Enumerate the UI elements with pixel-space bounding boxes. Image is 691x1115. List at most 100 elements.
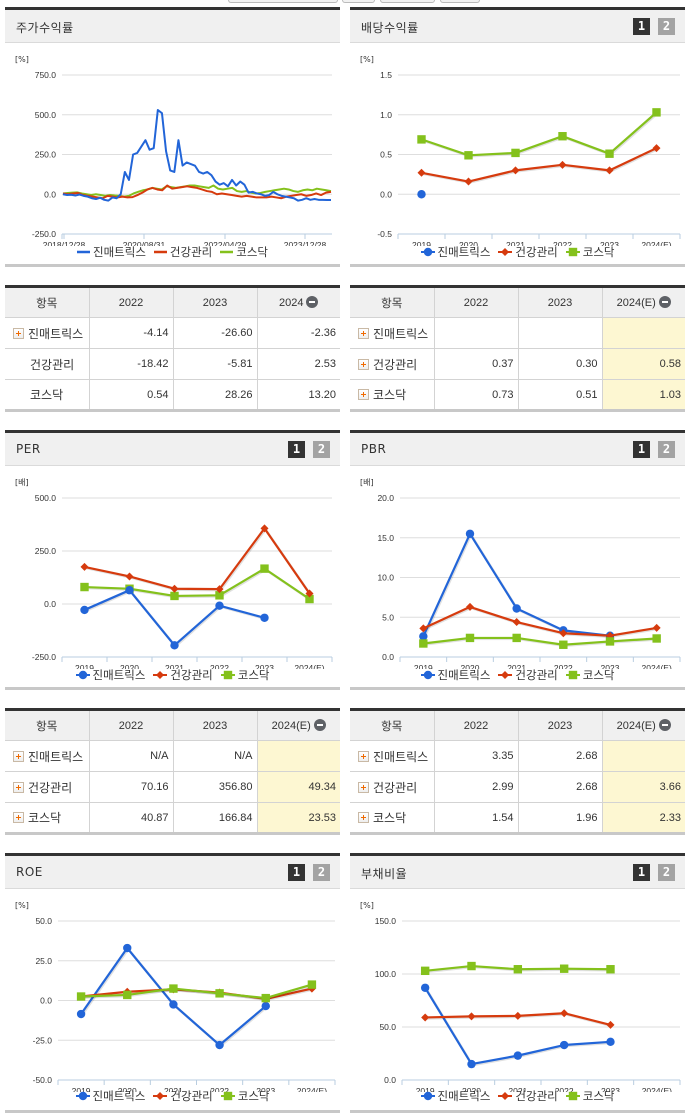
legend-item[interactable]: 코스닥 [220,1088,270,1104]
expand-icon[interactable] [358,389,369,400]
legend-square-icon [565,1091,580,1101]
legend-item[interactable]: 건강관리 [153,667,213,683]
svg-text:2020: 2020 [462,1086,481,1092]
collapse-icon[interactable] [313,719,326,731]
collapse-icon[interactable] [306,296,319,308]
panel-title: 배당수익률 [361,21,419,35]
top-tab[interactable] [228,0,338,3]
legend-item[interactable]: 건강관리 [498,1088,558,1104]
view-1-button[interactable]: 1 [633,18,650,35]
legend-item[interactable]: 진매트릭스 [420,244,490,260]
svg-text:0.0: 0.0 [44,189,56,199]
panel-bottom-border [5,1110,340,1113]
row-label: 건강관리 [5,771,90,803]
legend-item[interactable]: 건강관리 [498,667,558,683]
col-header-2024e: 2024(E) [602,286,685,318]
cell-value: 2.68 [518,771,603,803]
col-header-2022: 2022 [434,286,519,318]
svg-text:2023: 2023 [256,1086,275,1092]
legend-item[interactable]: 건강관리 [153,1088,213,1104]
pbr-chart: [배]20.0 15.0 10.0 5.0 0.0 2019 2020 2021 2022 202… [360,478,681,669]
col-header-item: 항목 [350,286,435,318]
legend-item[interactable]: 코스닥 [565,1088,614,1104]
view-2-button[interactable]: 2 [658,864,675,881]
view-1-button[interactable]: 1 [288,864,305,881]
view-2-button[interactable]: 2 [313,441,330,458]
roe-chart: [%] 50.0 25.0 0.0 -25.0 -50.0 2019 2020 2021 2022… [15,901,336,1092]
row-name: 코스닥 [373,388,407,402]
per-panel: PER 1 2 [배] 500.0 250.0 0.0 -250.0 2019 2020 20… [5,430,340,690]
collapse-icon[interactable] [658,719,671,731]
view-2-button[interactable]: 2 [313,864,330,881]
legend-item[interactable]: 진매트릭스 [75,1088,145,1104]
expand-icon[interactable] [358,750,369,762]
chart-legend: 진매트릭스 건강관리 코스닥 [5,667,340,683]
panel-bottom-border [350,264,685,267]
panel-bottom-border [350,687,685,690]
view-toggle: 1 2 [633,441,675,458]
view-1-button[interactable]: 1 [288,441,305,458]
cell-value: 0.51 [518,379,603,411]
legend-diamond-icon [498,248,513,256]
svg-text:2024(E): 2024(E) [297,1086,327,1092]
chart-legend: 진매트릭스 건강관리 코스닥 [5,1088,340,1104]
expand-icon[interactable] [13,781,24,793]
expand-icon[interactable] [13,812,24,823]
legend-item[interactable]: 진매트릭스 [75,667,145,683]
svg-text:2022: 2022 [554,663,573,669]
collapse-icon[interactable] [658,296,671,308]
legend-item[interactable]: 진매트릭스 [420,667,490,683]
cell-value: -4.14 [89,317,174,349]
legend-circle-icon [75,670,90,680]
expand-icon[interactable] [13,327,24,339]
row-label: 진매트릭스 [5,317,90,349]
panel-bottom-border [350,1110,685,1113]
legend-item[interactable]: 건강관리 [498,244,558,260]
expand-icon[interactable] [358,781,369,793]
table-row: 코스닥 40.87 166.84 23.53 [5,802,340,834]
svg-text:2024(E): 2024(E) [642,1086,672,1092]
legend-item[interactable]: 코스닥 [565,667,614,683]
legend-square-icon [565,670,580,680]
view-2-button[interactable]: 2 [658,18,675,35]
svg-text:2020/08/31: 2020/08/31 [123,240,166,246]
legend-item[interactable]: 코스닥 [565,244,615,260]
legend-item[interactable]: 진매트릭스 [420,1088,490,1104]
cell-value: N/A [89,740,174,772]
svg-text:2023/12/28: 2023/12/28 [284,240,327,246]
legend-label: 코스닥 [237,1089,270,1103]
svg-text:750.0: 750.0 [35,70,57,80]
row-label: 건강관리 [350,348,435,380]
view-1-button[interactable]: 1 [633,441,650,458]
top-tab[interactable] [440,0,480,3]
view-toggle: 1 2 [633,18,675,35]
svg-text:150.0: 150.0 [375,916,397,926]
top-tab[interactable] [342,0,375,3]
cell-value: 3.35 [434,740,519,772]
svg-text:2021: 2021 [506,240,525,246]
expand-icon[interactable] [358,358,369,370]
legend-item[interactable]: 건강관리 [153,244,212,260]
row-label: 코스닥 [5,379,90,411]
svg-text:2021: 2021 [164,1086,183,1092]
top-tab[interactable] [380,0,435,3]
legend-item[interactable]: 진매트릭스 [77,244,146,260]
col-header-2024e: 2024(E) [602,709,685,741]
legend-line-icon [220,250,234,254]
expand-icon[interactable] [13,750,24,762]
per-table: 항목 2022 2023 2024(E) 진매트릭스 N/A N/A 건강관리 … [5,708,340,835]
cell-value: -26.60 [173,317,258,349]
legend-item[interactable]: 코스닥 [220,667,269,683]
svg-text:2024(E): 2024(E) [641,240,671,246]
pbr-table: 항목 2022 2023 2024(E) 진매트릭스 3.35 2.68 건강관… [350,708,685,835]
expand-icon[interactable] [358,812,369,823]
svg-text:-0.5: -0.5 [377,229,392,239]
view-1-button[interactable]: 1 [633,864,650,881]
cell-value-estimate: 2.33 [602,802,685,834]
legend-label: 코스닥 [582,245,615,259]
expand-icon[interactable] [358,327,369,339]
row-name: 진매트릭스 [28,749,84,764]
view-2-button[interactable]: 2 [658,441,675,458]
cell-value-estimate [602,740,685,772]
legend-item[interactable]: 코스닥 [220,244,268,260]
